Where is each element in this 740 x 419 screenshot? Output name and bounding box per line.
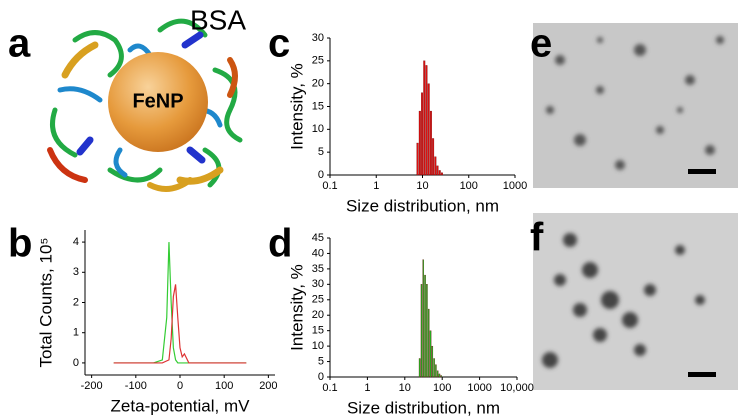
bar [440, 172, 443, 176]
x-tick-label: 100 [433, 382, 451, 394]
micrograph [533, 23, 738, 188]
x-tick-label: 200 [259, 380, 277, 392]
y-tick-label: 45 [312, 232, 324, 244]
x-tick-label: 100 [215, 380, 233, 392]
bar [434, 156, 437, 176]
y-tick-label: 2 [73, 296, 79, 308]
bar [433, 358, 435, 378]
x-tick-label: -100 [125, 380, 147, 392]
y-tick-label: 10 [312, 340, 324, 352]
x-tick-label: 0.1 [322, 180, 337, 192]
bar [425, 65, 428, 176]
y-tick-label: 20 [312, 78, 324, 90]
bar [438, 373, 441, 378]
x-tick-label: 10 [399, 382, 411, 394]
bar [429, 110, 432, 176]
y-axis-label: Intensity, % [287, 264, 306, 351]
bar [420, 284, 423, 378]
bar [423, 60, 426, 176]
y-tick-label: 20 [312, 309, 324, 321]
x-tick-label: 0 [177, 380, 183, 392]
y-tick-label: 10 [312, 123, 324, 135]
micrograph [533, 213, 738, 390]
y-tick-label: 30 [312, 32, 324, 44]
y-tick-label: 0 [318, 169, 324, 181]
y-tick-label: 25 [312, 55, 324, 67]
x-axis-label: Size distribution, nm [347, 398, 500, 417]
bar [431, 345, 434, 378]
bar [436, 165, 439, 176]
y-axis-label: Total Counts, 10⁵ [36, 238, 55, 368]
x-tick-label: -200 [81, 380, 103, 392]
data-line [113, 284, 247, 364]
x-tick-label: 100 [460, 180, 478, 192]
x-tick-label: 1000 [467, 382, 491, 394]
y-tick-label: 5 [318, 355, 324, 367]
panel-label: d [268, 222, 292, 266]
bar [435, 364, 437, 378]
x-tick-label: 1 [364, 382, 370, 394]
y-tick-label: 15 [312, 325, 324, 337]
panel-label: c [268, 22, 290, 66]
protein-label: BSA [190, 4, 246, 35]
y-tick-label: 0 [73, 357, 79, 369]
bar [440, 375, 442, 378]
illustration: FeNP BSA [47, 4, 246, 192]
y-axis-label: Intensity, % [287, 63, 306, 150]
bar [432, 138, 435, 176]
panel-label: a [8, 22, 31, 66]
bar [424, 274, 426, 378]
bar [427, 308, 430, 378]
x-axis-label: Size distribution, nm [346, 196, 499, 215]
y-tick-label: 35 [312, 263, 324, 275]
bar [429, 330, 432, 378]
y-tick-label: 5 [318, 146, 324, 158]
bar [422, 259, 424, 378]
bar [418, 358, 421, 378]
bar [418, 110, 421, 176]
x-tick-label: 1 [373, 180, 379, 192]
bar [426, 284, 428, 378]
y-tick-label: 3 [73, 266, 79, 278]
y-tick-label: 1 [73, 327, 79, 339]
bar [416, 142, 419, 176]
bar [436, 370, 439, 378]
x-tick-label: 10,000 [500, 382, 534, 394]
y-tick-label: 30 [312, 278, 324, 290]
x-tick-label: 1000 [503, 180, 527, 192]
x-tick-label: 0.1 [322, 382, 337, 394]
x-axis-label: Zeta-potential, mV [111, 396, 251, 415]
bar [421, 92, 424, 176]
y-tick-label: 40 [312, 247, 324, 259]
y-tick-label: 4 [73, 236, 79, 248]
bar [438, 170, 441, 176]
particle-label: FeNP [132, 90, 183, 112]
panel-label: b [8, 222, 32, 266]
panel-label: f [530, 216, 544, 260]
bar [427, 83, 430, 176]
x-tick-label: 10 [416, 180, 428, 192]
panel-label: e [530, 22, 552, 66]
y-tick-label: 0 [318, 371, 324, 383]
y-tick-label: 25 [312, 294, 324, 306]
y-tick-label: 15 [312, 100, 324, 112]
